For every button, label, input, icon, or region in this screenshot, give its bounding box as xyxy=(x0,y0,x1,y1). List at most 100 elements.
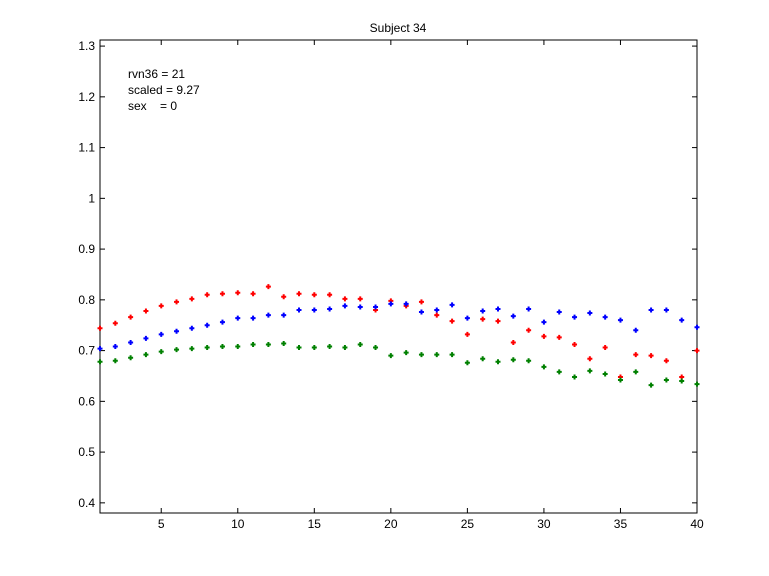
data-point-red xyxy=(204,292,210,298)
data-point-green xyxy=(556,369,562,375)
data-point-red xyxy=(495,318,501,324)
data-point-blue xyxy=(434,307,440,313)
data-point-blue xyxy=(174,328,180,334)
data-point-red xyxy=(510,339,516,345)
data-point-green xyxy=(342,345,348,351)
data-point-green xyxy=(464,360,470,366)
data-point-blue xyxy=(602,314,608,320)
data-point-blue xyxy=(219,319,225,325)
data-point-blue xyxy=(97,346,103,352)
data-point-green xyxy=(572,374,578,380)
data-point-red xyxy=(143,308,149,314)
data-point-red xyxy=(572,342,578,348)
data-point-green xyxy=(388,353,394,359)
data-point-green xyxy=(158,349,164,355)
data-point-blue xyxy=(526,306,532,312)
data-point-green xyxy=(219,344,225,350)
x-tick-label: 20 xyxy=(384,517,398,531)
data-point-blue xyxy=(296,307,302,313)
data-point-blue xyxy=(679,317,685,323)
data-point-green xyxy=(449,352,455,358)
data-point-blue xyxy=(633,327,639,333)
x-tick-label: 30 xyxy=(537,517,551,531)
y-tick-label: 0.5 xyxy=(78,445,95,459)
data-point-blue xyxy=(158,331,164,337)
data-point-green xyxy=(480,356,486,362)
data-point-blue xyxy=(587,310,593,316)
data-point-green xyxy=(679,378,685,384)
data-point-green xyxy=(204,345,210,351)
data-point-blue xyxy=(112,344,118,350)
data-point-green xyxy=(189,346,195,352)
data-point-green xyxy=(311,345,317,351)
data-point-red xyxy=(327,292,333,298)
data-point-red xyxy=(235,290,241,296)
axis-ticks: 5 10 15 20 25 30 35 40 0.4 0.5 0.6 0.7 0.8 0.9 1 1.1 1.2… xyxy=(78,39,704,531)
data-point-blue xyxy=(388,301,394,307)
data-point-green xyxy=(633,369,639,375)
y-tick-label: 1 xyxy=(88,191,95,205)
data-point-red xyxy=(189,296,195,302)
data-point-green xyxy=(617,377,623,383)
data-point-blue xyxy=(648,307,654,313)
data-point-red xyxy=(281,294,287,300)
data-point-red xyxy=(663,358,669,364)
data-point-blue xyxy=(495,306,501,312)
data-point-green xyxy=(327,344,333,350)
y-tick-label: 0.4 xyxy=(78,496,95,510)
data-point-green xyxy=(112,358,118,364)
data-point-blue xyxy=(357,304,363,310)
data-point-red xyxy=(311,292,317,298)
y-tick-label: 1.1 xyxy=(78,141,95,155)
data-point-green xyxy=(403,350,409,356)
data-point-green xyxy=(265,342,271,348)
data-point-red xyxy=(602,345,608,351)
data-point-blue xyxy=(281,312,287,318)
data-point-blue xyxy=(311,307,317,313)
data-point-blue xyxy=(572,314,578,320)
data-point-red xyxy=(158,303,164,309)
data-point-green xyxy=(587,368,593,374)
data-point-blue xyxy=(617,317,623,323)
data-point-blue xyxy=(403,301,409,307)
data-point-green xyxy=(97,359,103,365)
data-point-blue xyxy=(418,309,424,315)
data-point-blue xyxy=(342,303,348,309)
x-tick-label: 10 xyxy=(231,517,245,531)
data-point-red xyxy=(464,331,470,337)
data-point-green xyxy=(602,371,608,377)
data-point-blue xyxy=(464,315,470,321)
data-point-red xyxy=(434,312,440,318)
x-tick-label: 25 xyxy=(461,517,475,531)
y-tick-label: 0.6 xyxy=(78,394,95,408)
data-point-green xyxy=(128,355,134,361)
data-point-green xyxy=(250,342,256,348)
data-point-red xyxy=(357,296,363,302)
data-point-green xyxy=(418,352,424,358)
y-tick-label: 0.7 xyxy=(78,344,95,358)
data-point-blue xyxy=(510,313,516,319)
data-point-green xyxy=(495,359,501,365)
data-point-green xyxy=(357,342,363,348)
data-point-green xyxy=(663,377,669,383)
y-tick-label: 1.3 xyxy=(78,39,95,53)
data-point-blue xyxy=(373,304,379,310)
data-point-green xyxy=(526,358,532,364)
data-point-green xyxy=(434,352,440,358)
data-point-red xyxy=(694,348,700,354)
y-tick-label: 0.8 xyxy=(78,293,95,307)
data-point-green xyxy=(373,345,379,351)
data-point-blue xyxy=(694,324,700,330)
data-point-red xyxy=(112,320,118,326)
data-point-blue xyxy=(204,322,210,328)
data-point-blue xyxy=(265,312,271,318)
data-point-red xyxy=(265,284,271,290)
y-tick-label: 1.2 xyxy=(78,90,95,104)
data-point-blue xyxy=(327,306,333,312)
x-tick-label: 15 xyxy=(308,517,322,531)
data-point-blue xyxy=(541,319,547,325)
data-point-green xyxy=(143,352,149,358)
data-point-green xyxy=(235,344,241,350)
x-tick-label: 5 xyxy=(158,517,165,531)
